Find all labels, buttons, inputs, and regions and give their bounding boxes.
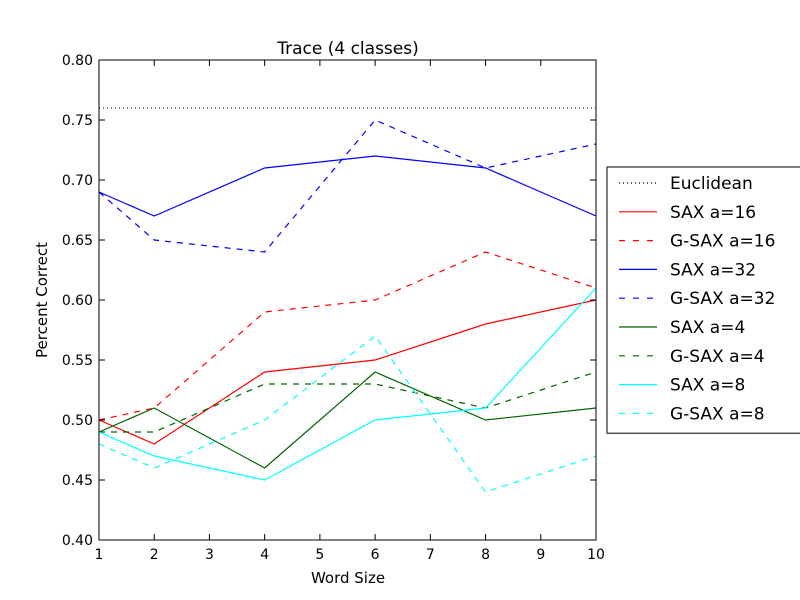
legend-label-g-sax-a-4: G-SAX a=4 xyxy=(670,347,765,367)
legend-label-g-sax-a-32: G-SAX a=32 xyxy=(670,289,775,309)
y-tick-label: 0.60 xyxy=(62,293,93,309)
legend-label-g-sax-a-16: G-SAX a=16 xyxy=(670,232,775,252)
y-tick-label: 0.80 xyxy=(62,53,93,69)
series-line-sax-a-4 xyxy=(98,371,597,469)
x-tick-label: 5 xyxy=(315,547,324,563)
legend-label-euclidean: Euclidean xyxy=(670,174,753,194)
x-tick-label: 6 xyxy=(371,547,380,563)
series-line-g-sax-a-8 xyxy=(98,335,597,493)
x-tick-label: 9 xyxy=(536,547,545,563)
x-tick-label: 8 xyxy=(481,547,490,563)
y-tick-label: 0.55 xyxy=(62,353,93,369)
x-tick-label: 1 xyxy=(95,547,104,563)
chart-title: Trace (4 classes) xyxy=(276,39,419,59)
legend-label-sax-a-4: SAX a=4 xyxy=(670,318,745,338)
legend-label-sax-a-8: SAX a=8 xyxy=(670,376,745,396)
x-tick-label: 7 xyxy=(426,547,435,563)
x-tick-label: 2 xyxy=(150,547,159,563)
x-tick-label: 3 xyxy=(205,547,214,563)
legend-label-g-sax-a-8: G-SAX a=8 xyxy=(670,404,765,424)
series-line-g-sax-a-32 xyxy=(98,119,597,253)
legend-label-sax-a-32: SAX a=32 xyxy=(670,260,756,280)
series-layer xyxy=(98,107,597,493)
x-tick-label: 4 xyxy=(260,547,269,563)
x-tick-label: 10 xyxy=(587,547,605,563)
y-tick-label: 0.75 xyxy=(62,113,93,129)
y-tick-label: 0.45 xyxy=(62,473,93,489)
y-tick-label: 0.70 xyxy=(62,173,93,189)
series-line-g-sax-a-16 xyxy=(98,251,597,421)
legend-label-sax-a-16: SAX a=16 xyxy=(670,203,756,223)
x-axis-title: Word Size xyxy=(311,569,385,587)
y-tick-label: 0.50 xyxy=(62,413,93,429)
series-line-sax-a-32 xyxy=(98,155,597,217)
series-line-g-sax-a-4 xyxy=(99,371,597,433)
series-line-sax-a-16 xyxy=(98,299,597,445)
y-tick-label: 0.40 xyxy=(62,533,93,549)
y-axis-title: Percent Correct xyxy=(33,242,51,358)
y-tick-label: 0.65 xyxy=(62,233,93,249)
series-line-sax-a-8 xyxy=(98,287,597,481)
plot-frame xyxy=(98,59,597,541)
tick-layer: 1 2 3 4 5 6 7 8 9 10 0.40 0.45 0.50 0.55 0.60 0.65 0.70 0… xyxy=(62,53,605,563)
legend: Euclidean SAX a=16 G-SAX a=16 SAX a=32 G-SAX… xyxy=(606,166,800,434)
